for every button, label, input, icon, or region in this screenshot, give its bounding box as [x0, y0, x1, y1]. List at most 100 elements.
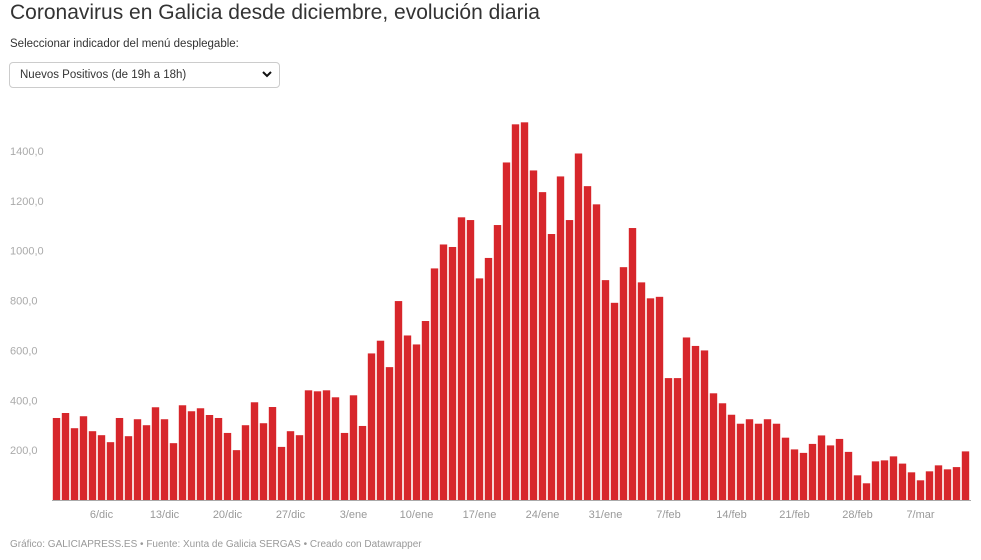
bar: [376, 340, 385, 500]
bar: [448, 246, 457, 500]
indicator-dropdown[interactable]: Nuevos Positivos (de 19h a 18h): [9, 62, 280, 88]
bar: [565, 220, 574, 501]
bar: [295, 435, 304, 500]
bar: [88, 431, 97, 500]
bar: [349, 395, 358, 500]
y-axis: 200,0 400,0 600,0 800,0 1000,0 1200,0 1400,0: [10, 146, 44, 457]
bar: [646, 298, 655, 500]
bar: [52, 417, 61, 500]
bar: [925, 471, 934, 500]
bar: [313, 391, 322, 500]
bar: [637, 282, 646, 500]
bar: [466, 220, 475, 501]
bar: [439, 244, 448, 500]
dropdown-value: Nuevos Positivos (de 19h a 18h): [20, 69, 187, 81]
bar: [709, 393, 718, 500]
x-tick-label: 21/feb: [779, 509, 810, 521]
x-axis: 6/dic 13/dic 20/dic 27/dic 3/ene 10/ene 17/ene…: [90, 509, 935, 521]
x-tick-label: 27/dic: [276, 509, 306, 521]
bar: [430, 268, 439, 500]
bar-chart: 200,0 400,0 600,0 800,0 1000,0 1200,0 1400,0 6…: [10, 122, 971, 521]
bar: [286, 431, 295, 500]
bar: [187, 411, 196, 500]
bar: [781, 437, 790, 500]
y-tick-label: 1400,0: [10, 146, 44, 158]
bar: [223, 432, 232, 500]
bar: [502, 162, 511, 500]
x-tick-label: 17/ene: [463, 509, 497, 521]
bar: [772, 423, 781, 500]
bar: [169, 443, 178, 500]
bar: [844, 451, 853, 500]
bar: [682, 337, 691, 500]
x-tick-label: 10/ene: [400, 509, 434, 521]
bar: [691, 345, 700, 500]
bar: [916, 480, 925, 500]
bar: [340, 432, 349, 500]
bar: [952, 467, 961, 500]
bar: [538, 192, 547, 500]
bars: [52, 122, 970, 501]
x-tick-label: 13/dic: [150, 509, 180, 521]
bar: [268, 407, 277, 500]
x-tick-label: 3/ene: [340, 509, 368, 521]
bar: [835, 438, 844, 500]
bar: [808, 443, 817, 500]
y-tick-label: 1000,0: [10, 246, 44, 258]
y-tick-label: 200,0: [10, 445, 38, 457]
bar: [304, 390, 313, 500]
bar: [592, 204, 601, 500]
bar: [673, 378, 682, 500]
bar: [79, 416, 88, 500]
bar: [115, 417, 124, 500]
bar: [619, 267, 628, 500]
bar: [151, 407, 160, 500]
bar: [601, 280, 610, 500]
y-tick-label: 1200,0: [10, 196, 44, 208]
bar: [664, 378, 673, 500]
bar: [277, 446, 286, 500]
bar: [907, 472, 916, 500]
bar: [889, 456, 898, 500]
bar: [790, 449, 799, 500]
bar: [205, 414, 214, 500]
bar: [754, 423, 763, 500]
bar: [628, 228, 637, 500]
chart-footer: Gráfico: GALICIAPRESS.ES • Fuente: Xunta…: [10, 539, 422, 550]
x-tick-label: 24/ene: [526, 509, 560, 521]
bar: [871, 461, 880, 500]
bar: [250, 402, 259, 500]
bar: [547, 234, 556, 500]
bar: [736, 423, 745, 500]
x-tick-label: 14/feb: [716, 509, 747, 521]
bar: [511, 124, 520, 501]
bar: [331, 397, 340, 500]
bar: [763, 419, 772, 500]
bar: [358, 425, 367, 500]
bar: [493, 225, 502, 501]
bar: [124, 436, 133, 500]
chevron-down-icon: [262, 71, 272, 78]
bar: [178, 405, 187, 500]
bar: [583, 186, 592, 500]
bar: [403, 335, 412, 500]
bar: [385, 367, 394, 500]
y-tick-label: 600,0: [10, 345, 38, 357]
bar: [367, 353, 376, 500]
bar: [556, 176, 565, 501]
bar: [61, 412, 70, 500]
chart-title: Coronavirus en Galicia desde diciembre, …: [10, 1, 540, 24]
bar: [97, 435, 106, 500]
bar: [934, 465, 943, 500]
bar: [745, 419, 754, 500]
bar: [700, 350, 709, 500]
bar: [457, 217, 466, 500]
bar: [853, 475, 862, 500]
bar: [826, 445, 835, 500]
y-tick-label: 800,0: [10, 296, 38, 308]
x-tick-label: 7/mar: [906, 509, 934, 521]
x-tick-label: 28/feb: [842, 509, 873, 521]
x-tick-label: 7/feb: [656, 509, 680, 521]
bar: [394, 301, 403, 500]
x-tick-label: 6/dic: [90, 509, 114, 521]
